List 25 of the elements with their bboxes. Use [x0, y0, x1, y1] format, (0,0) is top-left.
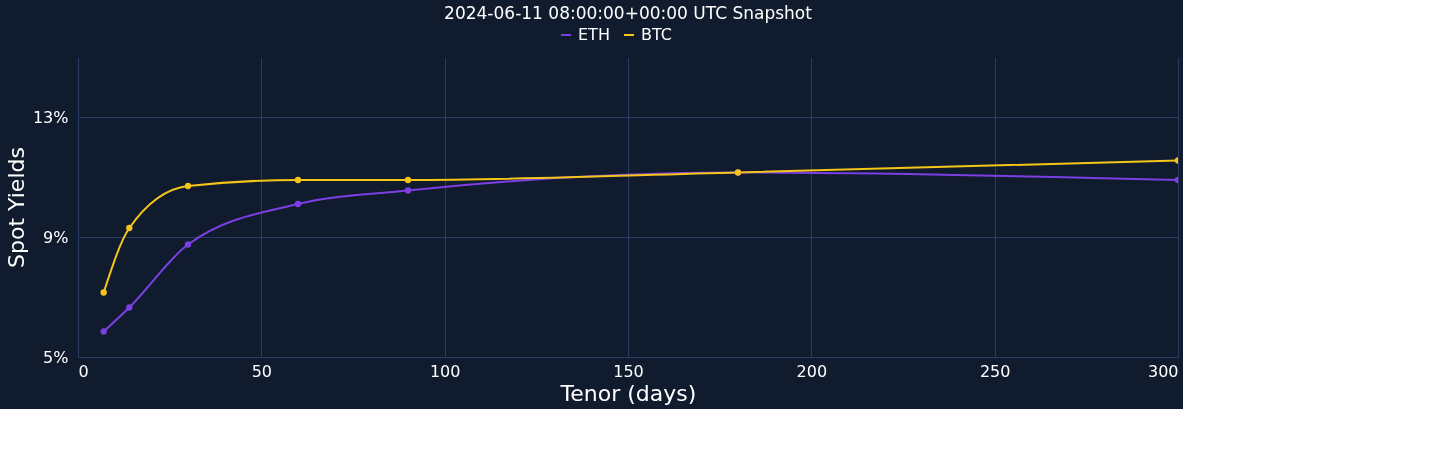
point [184, 241, 192, 248]
point [404, 176, 412, 184]
chart-title: 2024-06-11 08:00:00+00:00 UTC Snapshot [444, 3, 813, 23]
point [294, 200, 302, 208]
point [126, 224, 133, 232]
x-tick-label: 50 [251, 361, 273, 381]
point [404, 187, 412, 194]
x-tick-label: 250 [979, 361, 1011, 381]
y-axis-title: Spot Yields [3, 147, 29, 268]
y-tick-label: 9% [43, 227, 69, 247]
legend-label: BTC [641, 25, 672, 44]
point [100, 328, 107, 335]
x-tick-label: 150 [613, 361, 644, 381]
point [184, 182, 192, 190]
point [100, 289, 107, 296]
point [294, 176, 302, 184]
y-tick-label: 5% [43, 347, 69, 367]
x-axis-title: Tenor (days) [559, 380, 697, 406]
x-tick-label: 300 [1147, 361, 1179, 381]
x-tick-label: 0 [78, 361, 89, 381]
point [126, 304, 133, 311]
x-tick-label: 200 [796, 361, 828, 381]
y-tick-label: 13% [32, 107, 69, 127]
legend-label: ETH [578, 25, 610, 44]
x-tick-label: 100 [429, 361, 461, 381]
